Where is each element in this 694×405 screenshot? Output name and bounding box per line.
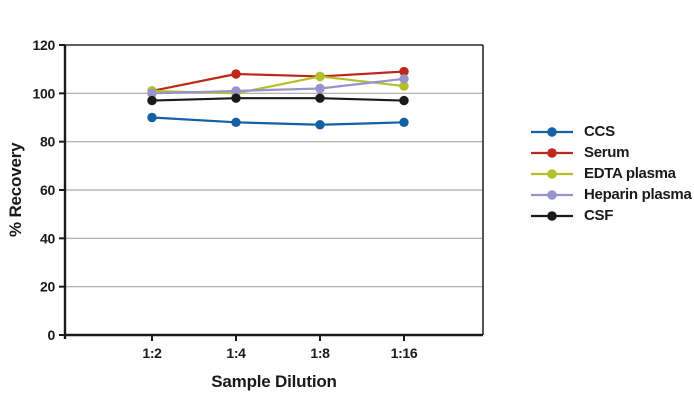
- data-point-heparin-plasma: [315, 83, 325, 94]
- data-point-edta-plasma: [315, 71, 325, 82]
- legend-swatch-heparin-plasma: [531, 189, 573, 200]
- x-axis-title: Sample Dilution: [211, 372, 337, 391]
- data-point-csf: [315, 93, 325, 103]
- y-tick-label: 40: [40, 230, 55, 246]
- series-ccs: [147, 112, 409, 130]
- data-point-ccs: [399, 117, 409, 128]
- data-point-heparin-plasma: [147, 88, 157, 99]
- data-point-csf: [147, 95, 157, 106]
- y-ticks: 0 20 40 60 80 100 120: [33, 37, 65, 343]
- data-point-csf: [231, 93, 241, 103]
- series-line-heparin-plasma: [150, 77, 406, 95]
- y-tick-label: 0: [48, 327, 56, 343]
- legend-swatch-serum: [531, 147, 573, 158]
- data-point-ccs: [147, 112, 157, 123]
- y-tick-label: 100: [33, 85, 56, 101]
- data-point-csf: [399, 95, 409, 106]
- legend-swatch-edta-plasma: [531, 168, 573, 179]
- y-tick-label: 80: [40, 134, 55, 150]
- legend-label-edta-plasma: EDTA plasma: [584, 165, 676, 182]
- legend-label-heparin-plasma: Heparin plasma: [584, 186, 692, 203]
- y-tick-label: 120: [33, 37, 56, 53]
- legend-item-serum: Serum: [531, 142, 692, 163]
- data-point-serum: [399, 66, 409, 77]
- legend-marker: [547, 126, 557, 137]
- legend-label-serum: Serum: [584, 144, 630, 161]
- x-tick-label: 1:8: [310, 345, 330, 361]
- data-point-serum: [231, 69, 241, 79]
- series-line-serum: [150, 70, 406, 93]
- x-tick-label: 1:2: [142, 345, 162, 361]
- legend-swatch-csf: [531, 210, 573, 221]
- legend: CCS Serum EDTA plasma Heparin plasma CSF: [531, 121, 692, 226]
- legend-swatch-ccs: [531, 126, 573, 137]
- series-heparin-plasma: [147, 74, 409, 99]
- data-point-ccs: [231, 117, 241, 128]
- data-point-ccs: [315, 120, 325, 130]
- series-csf: [147, 93, 409, 106]
- series-line-ccs: [150, 116, 406, 126]
- legend-marker: [547, 147, 557, 158]
- legend-marker: [547, 168, 557, 179]
- legend-marker: [547, 210, 557, 221]
- y-tick-label: 60: [40, 182, 55, 198]
- x-tick-label: 1:4: [226, 345, 246, 361]
- gridlines: [65, 92, 483, 288]
- legend-item-ccs: CCS: [531, 121, 692, 142]
- legend-marker: [547, 189, 557, 200]
- x-ticks: 1:2 1:4 1:8 1:16: [142, 335, 418, 361]
- series-line-csf: [150, 97, 406, 102]
- y-tick-label: 20: [40, 279, 55, 295]
- plot-border: [59, 44, 484, 335]
- data-point-heparin-plasma: [399, 74, 409, 84]
- legend-label-csf: CSF: [584, 207, 614, 224]
- legend-item-csf: CSF: [531, 205, 692, 226]
- x-tick-label: 1:16: [391, 345, 418, 361]
- legend-item-heparin-plasma: Heparin plasma: [531, 184, 692, 205]
- data-point-edta-plasma: [399, 81, 409, 91]
- data-point-heparin-plasma: [231, 86, 241, 96]
- legend-label-ccs: CCS: [584, 123, 615, 140]
- legend-item-edta-plasma: EDTA plasma: [531, 163, 692, 184]
